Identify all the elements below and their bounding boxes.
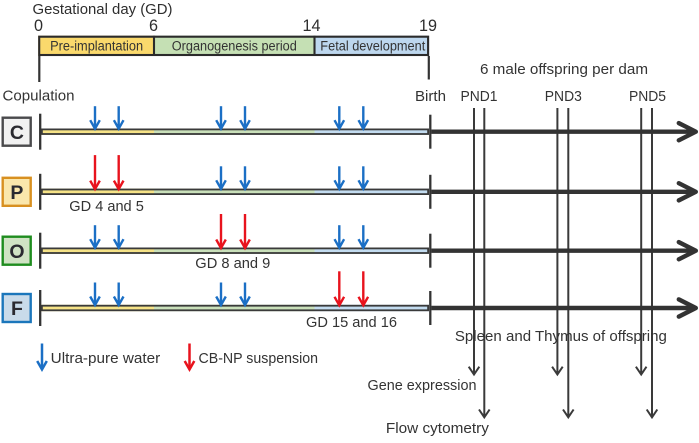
svg-text:Ultra-pure water: Ultra-pure water bbox=[51, 350, 161, 367]
svg-text:Flow cytometry: Flow cytometry bbox=[386, 420, 489, 437]
svg-text:Pre-implantation: Pre-implantation bbox=[50, 39, 143, 54]
svg-text:P: P bbox=[10, 182, 23, 204]
svg-text:Spleen and Thymus of offspring: Spleen and Thymus of offspring bbox=[455, 328, 667, 345]
svg-text:GD 15 and 16: GD 15 and 16 bbox=[306, 314, 397, 331]
svg-text:Gestational day (GD): Gestational day (GD) bbox=[33, 1, 173, 18]
svg-text:19: 19 bbox=[419, 17, 437, 35]
svg-text:Fetal development: Fetal development bbox=[320, 39, 425, 54]
svg-text:C: C bbox=[10, 122, 24, 144]
svg-text:Copulation: Copulation bbox=[3, 87, 75, 104]
svg-text:Gene expression: Gene expression bbox=[368, 377, 477, 394]
svg-text:Organogenesis period: Organogenesis period bbox=[172, 39, 297, 54]
svg-text:CB-NP suspension: CB-NP suspension bbox=[199, 350, 319, 367]
svg-text:PND1: PND1 bbox=[461, 88, 498, 105]
svg-text:F: F bbox=[11, 298, 23, 320]
svg-text:6 male offspring per dam: 6 male offspring per dam bbox=[480, 61, 648, 78]
svg-text:0: 0 bbox=[34, 17, 43, 35]
svg-text:O: O bbox=[9, 241, 24, 263]
svg-text:14: 14 bbox=[302, 17, 320, 35]
svg-text:PND5: PND5 bbox=[629, 88, 666, 105]
svg-text:Birth: Birth bbox=[415, 88, 446, 105]
svg-text:PND3: PND3 bbox=[545, 88, 582, 105]
svg-text:6: 6 bbox=[149, 17, 158, 35]
svg-text:GD 8 and 9: GD 8 and 9 bbox=[195, 255, 270, 272]
svg-text:GD 4 and 5: GD 4 and 5 bbox=[69, 198, 144, 215]
